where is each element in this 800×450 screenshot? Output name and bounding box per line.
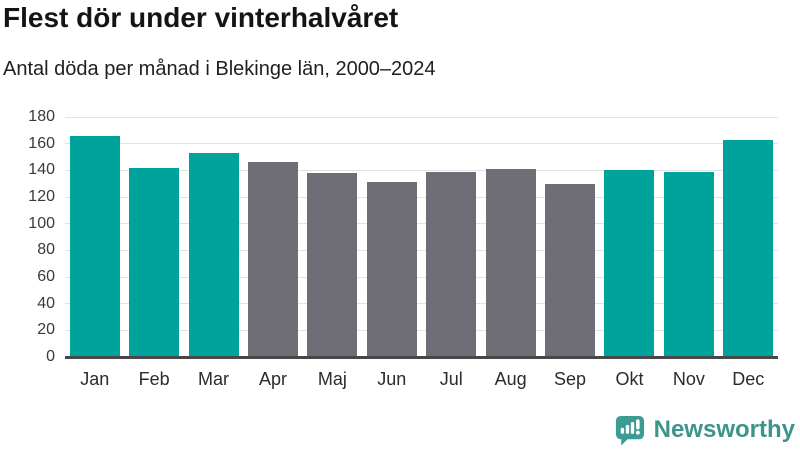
x-tick-label-jun: Jun xyxy=(377,369,407,389)
bar-cell xyxy=(65,135,124,357)
x-tick-label-apr: Apr xyxy=(258,369,287,389)
bar-chart: 0 20 40 60 80 100 120 140 160 180 Jan Feb Mar Apr Maj… xyxy=(0,108,800,407)
x-tick-label-jan: Jan xyxy=(80,369,110,389)
y-tick-label-20: 20 xyxy=(37,321,55,339)
bar-cell xyxy=(481,169,540,357)
bar-sep xyxy=(545,183,596,357)
x-axis-labels: Jan Feb Mar Apr Maj Jun Jul Aug Sep Okt Nov Dec xyxy=(65,369,778,390)
gridline-40 xyxy=(65,303,778,305)
bar-cell xyxy=(659,171,718,357)
x-tick-label-aug: Aug xyxy=(494,369,527,389)
bar-dec xyxy=(723,139,774,357)
bar-cell xyxy=(422,171,481,357)
gridline-180 xyxy=(65,116,778,118)
x-tick-label-maj: Maj xyxy=(317,369,347,389)
x-tick-label-feb: Feb xyxy=(138,369,170,389)
gridline-20 xyxy=(65,329,778,331)
bar-feb xyxy=(129,167,180,357)
y-tick-label-160: 160 xyxy=(28,134,55,152)
chart-subtitle: Antal döda per månad i Blekinge län, 200… xyxy=(3,58,436,80)
bar-apr xyxy=(247,162,298,357)
y-tick-label-120: 120 xyxy=(28,188,55,205)
gridline-100 xyxy=(65,223,778,225)
brand-footer: Newsworthy xyxy=(613,412,795,448)
chart-title: Flest dör under vinterhalvåret xyxy=(3,2,399,33)
bar-jan xyxy=(69,135,120,357)
gridline-140 xyxy=(65,169,778,171)
x-tick-label-mar: Mar xyxy=(198,369,230,389)
gridline-60 xyxy=(65,276,778,278)
y-tick-label-100: 100 xyxy=(28,214,55,232)
bar-aug xyxy=(485,169,536,357)
gridline-120 xyxy=(65,196,778,198)
bar-cell xyxy=(303,173,362,357)
bar-cell xyxy=(243,162,302,357)
bar-cell xyxy=(184,153,243,357)
y-tick-label-0: 0 xyxy=(46,348,55,365)
plot-area xyxy=(65,116,778,359)
y-tick-label-60: 60 xyxy=(37,268,55,285)
x-axis-line xyxy=(65,356,778,359)
x-tick-label-nov: Nov xyxy=(672,369,705,389)
y-tick-label-180: 180 xyxy=(28,108,55,125)
x-tick-label-okt: Okt xyxy=(615,369,644,389)
bar-cell xyxy=(600,170,659,357)
x-tick-label-dec: Dec xyxy=(732,369,765,389)
bar-mar xyxy=(188,153,239,357)
bar-cell xyxy=(719,139,778,357)
y-axis: 0 20 40 60 80 100 120 140 160 180 xyxy=(0,108,55,365)
y-tick-label-80: 80 xyxy=(37,241,55,259)
x-tick-label-sep: Sep xyxy=(554,369,587,389)
gridline-160 xyxy=(65,143,778,145)
bar-nov xyxy=(663,171,714,357)
bar-maj xyxy=(307,173,358,357)
gridline-80 xyxy=(65,249,778,251)
y-tick-label-140: 140 xyxy=(28,161,55,179)
y-tick-label-40: 40 xyxy=(37,294,55,312)
bar-jul xyxy=(426,171,477,357)
x-tick-label-jul: Jul xyxy=(439,369,463,389)
bars-container xyxy=(65,117,778,357)
bar-cell xyxy=(540,183,599,357)
bar-cell xyxy=(362,182,421,357)
bar-cell xyxy=(124,167,183,357)
bar-okt xyxy=(604,170,655,357)
bar-jun xyxy=(366,182,417,357)
brand-name: Newsworthy xyxy=(653,416,795,443)
newsworthy-logo-icon xyxy=(615,415,644,446)
